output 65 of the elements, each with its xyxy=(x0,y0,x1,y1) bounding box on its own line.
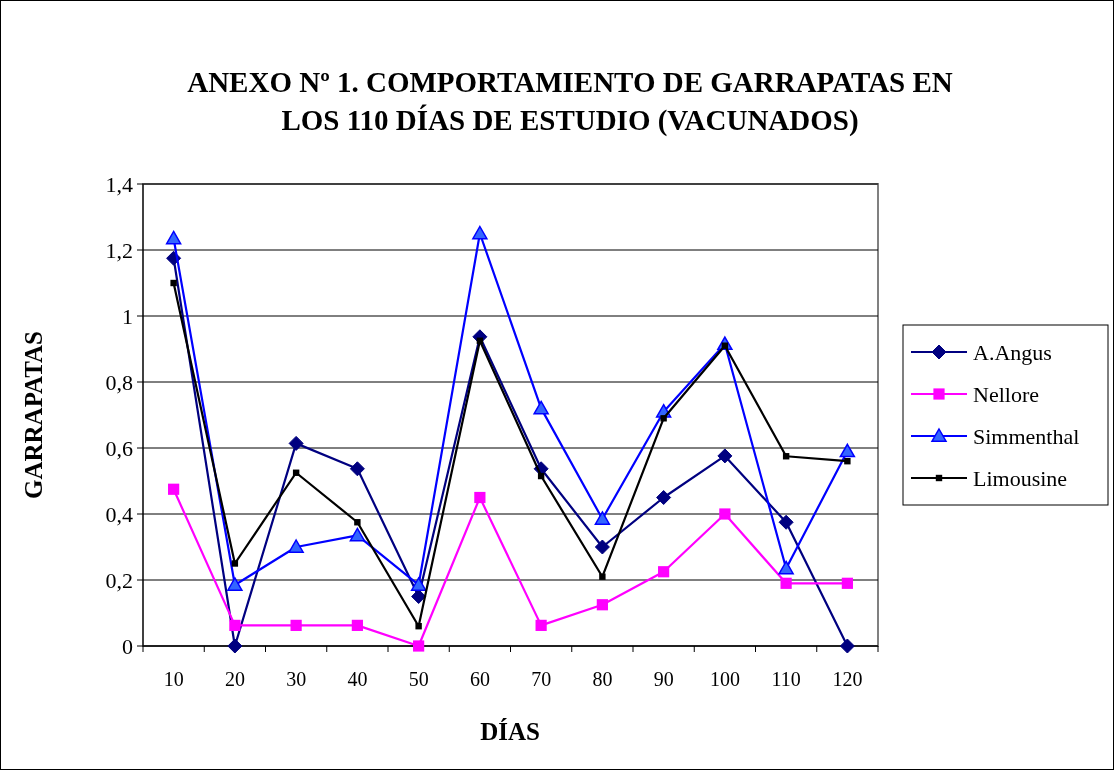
point xyxy=(288,539,304,553)
legend-label: Simmenthal xyxy=(973,423,1080,449)
legend-label: A.Angus xyxy=(973,339,1052,365)
y-tick-label: 1,2 xyxy=(105,237,133,263)
point xyxy=(839,443,856,458)
x-tick-label: 10 xyxy=(163,668,184,690)
point xyxy=(354,519,361,526)
point xyxy=(410,577,427,591)
chart-title: ANEXO Nº 1. COMPORTAMIENTO DE GARRAPATAS EN LOS 110 DÍAS DE ESTUDIO (VACUNADOS) xyxy=(187,66,953,137)
point xyxy=(474,491,486,504)
x-tick-label: 110 xyxy=(771,668,801,690)
point xyxy=(227,577,243,591)
point xyxy=(165,230,182,245)
point xyxy=(844,458,851,465)
point xyxy=(288,435,304,451)
y-tick-label: 1,4 xyxy=(105,171,133,197)
x-tick-label: 50 xyxy=(408,668,429,690)
point xyxy=(349,461,365,477)
point xyxy=(472,225,488,240)
y-axis-title: GARRAPATAS xyxy=(20,330,47,500)
point xyxy=(660,415,667,422)
point xyxy=(778,560,794,575)
point xyxy=(533,400,549,415)
point xyxy=(411,589,427,604)
x-tick-label: 40 xyxy=(347,668,368,690)
point xyxy=(227,638,243,654)
x-axis-title: DÍAS xyxy=(480,718,540,745)
point xyxy=(839,638,855,654)
point xyxy=(658,566,670,578)
point xyxy=(778,514,794,530)
point xyxy=(231,560,239,567)
point xyxy=(599,573,606,580)
legend-label: Limousine xyxy=(973,465,1068,491)
x-tick-label: 60 xyxy=(469,668,490,690)
x-tick-label: 30 xyxy=(286,668,307,690)
point xyxy=(841,577,853,589)
point xyxy=(596,599,608,611)
point xyxy=(717,448,733,464)
y-tick-label: 0,2 xyxy=(105,567,133,593)
y-tick-label: 0,4 xyxy=(105,501,133,527)
x-tick-label: 100 xyxy=(709,668,740,690)
y-tick-label: 0,8 xyxy=(105,369,133,395)
point xyxy=(719,508,731,520)
point xyxy=(535,619,547,631)
y-tick-label: 0 xyxy=(122,633,133,659)
point xyxy=(780,577,792,589)
point xyxy=(594,539,610,555)
x-tick-label: 80 xyxy=(592,668,613,690)
point xyxy=(351,619,363,631)
point xyxy=(229,619,241,631)
x-tick-label: 90 xyxy=(653,668,674,690)
point xyxy=(290,619,302,631)
point xyxy=(656,490,672,505)
point xyxy=(170,279,177,287)
point xyxy=(594,511,611,525)
x-tick-label: 120 xyxy=(832,668,863,690)
point xyxy=(413,640,425,652)
x-tick-label: 70 xyxy=(531,668,552,690)
point xyxy=(349,527,366,542)
y-tick-label: 1 xyxy=(122,303,133,329)
point xyxy=(168,483,180,495)
x-tick-label: 20 xyxy=(224,668,245,690)
y-tick-label: 0,6 xyxy=(105,435,133,461)
legend-label: Nellore xyxy=(973,381,1039,407)
point xyxy=(415,623,422,630)
